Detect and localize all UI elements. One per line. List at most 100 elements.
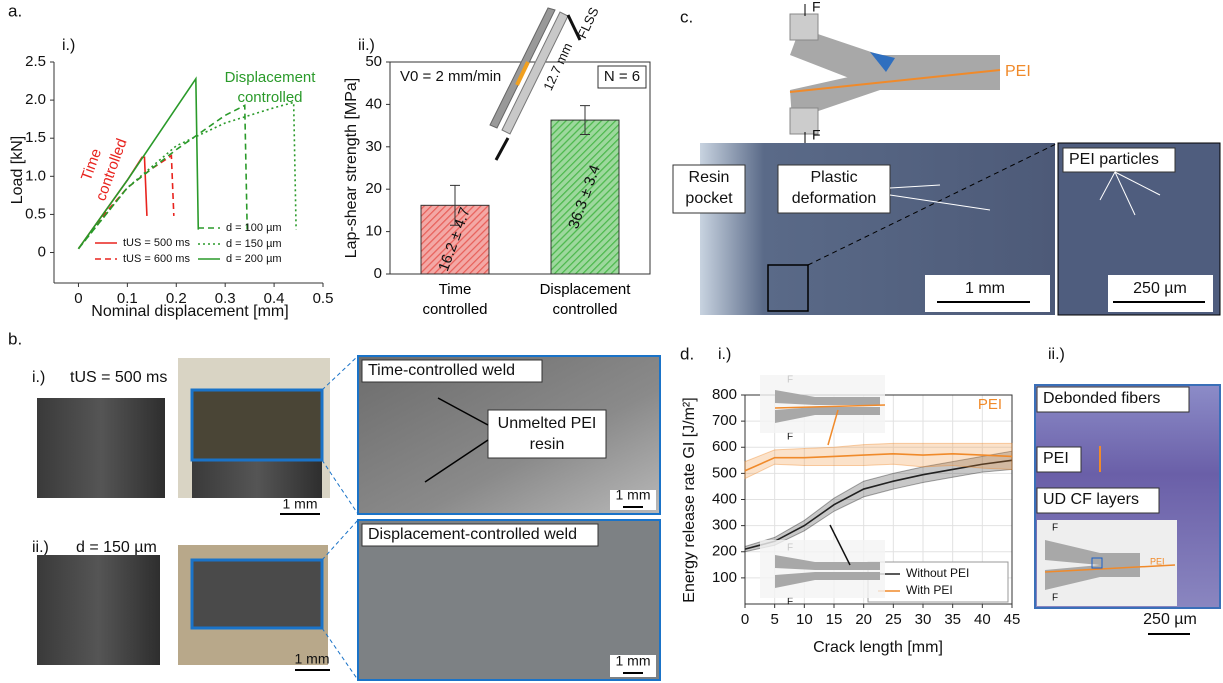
chart-title: ii.)	[358, 37, 375, 54]
legend-label: d = 100 µm	[226, 222, 282, 234]
callout: pocket	[685, 190, 733, 207]
x-tick-label: 0	[74, 290, 82, 307]
callout: resin	[530, 436, 565, 453]
x-tick-label: 25	[885, 611, 902, 628]
y-tick-label: 600	[712, 438, 737, 455]
annotation: PEI	[978, 396, 1002, 413]
callout: Debonded fibers	[1043, 390, 1160, 407]
scale-label: 250 µm	[1143, 611, 1197, 628]
scale-label: 1 mm	[616, 653, 651, 669]
y-tick-label: 0.5	[25, 205, 46, 222]
y-tick-label: 20	[365, 180, 382, 197]
y-tick-label: 700	[712, 412, 737, 429]
fracture-surface	[192, 390, 322, 460]
scale-label: 1 mm	[965, 280, 1005, 297]
annotation: Displacement	[225, 69, 317, 86]
y-tick-label: 2.0	[25, 91, 46, 108]
sub-label: ii.)	[1048, 346, 1065, 363]
force-label: F	[1052, 593, 1058, 604]
annotation: FLSS	[574, 5, 601, 41]
scale-label: 1 mm	[616, 487, 651, 503]
condition: tUS = 500 ms	[70, 369, 167, 386]
legend-label: tUS = 500 ms	[123, 237, 190, 249]
y-tick-label: 300	[712, 517, 737, 534]
legend-label: d = 200 µm	[226, 253, 282, 265]
callout: Plastic	[810, 169, 857, 186]
y-tick-label: 800	[712, 386, 737, 403]
x-tick-label: 45	[1004, 611, 1021, 628]
callout: UD CF layers	[1043, 491, 1139, 508]
force-label: F	[1052, 523, 1058, 534]
y-tick-label: 2.5	[25, 53, 46, 70]
y-tick-label: 10	[365, 223, 382, 240]
x-tick-label: Displacement controlled	[530, 280, 640, 320]
y-tick-label: 400	[712, 490, 737, 507]
specimen-image	[37, 555, 160, 665]
category-label-box: Displacement controlled	[515, 280, 655, 328]
force-label: F	[812, 127, 821, 143]
chart-title: i.)	[62, 37, 75, 54]
pei-label: PEI	[1005, 63, 1031, 80]
figure: a. b. c. d. i.) tUS = 500 ms 1 mm Time-c…	[0, 0, 1223, 683]
annotation: F	[787, 432, 793, 443]
y-axis-label: Lap-shear strength [MPa]	[343, 78, 360, 259]
x-tick-label: Time controlled	[420, 280, 490, 320]
panel-letter: d.	[680, 344, 694, 363]
sub-label: ii.)	[32, 539, 49, 556]
scale-label: 1 mm	[283, 496, 318, 512]
annotation: V0 = 2 mm/min	[400, 68, 501, 85]
x-tick-label: 10	[796, 611, 813, 628]
y-tick-label: 1.5	[25, 129, 46, 146]
x-axis-label: Crack length [mm]	[813, 639, 943, 656]
x-tick-label: 0	[741, 611, 749, 628]
y-tick-label: 50	[365, 53, 382, 70]
y-tick-label: 1.0	[25, 167, 46, 184]
y-tick-label: 0	[38, 243, 46, 260]
zoom-title: Displacement-controlled weld	[368, 526, 577, 543]
specimen-image	[37, 398, 165, 498]
callout: PEI particles	[1069, 151, 1159, 168]
schematic-grip	[790, 14, 818, 40]
sub-label: i.)	[32, 369, 45, 386]
x-tick-label: 5	[770, 611, 778, 628]
x-tick-label: 40	[974, 611, 991, 628]
callout: Resin	[689, 169, 730, 186]
panel-letter: c.	[680, 7, 693, 26]
x-tick-label: 15	[826, 611, 843, 628]
callout: deformation	[792, 190, 877, 207]
inset-label: PEI	[1150, 556, 1165, 566]
scale-label: 250 µm	[1133, 280, 1187, 297]
force-label: F	[812, 0, 821, 15]
callout: PEI	[1043, 450, 1069, 467]
y-tick-label: 200	[712, 543, 737, 560]
x-tick-label: 0.5	[313, 290, 334, 307]
category-label-box: Time controlled	[385, 280, 525, 328]
schematic-adherend	[790, 70, 1000, 120]
fracture-surface	[192, 560, 322, 628]
y-tick-label: 30	[365, 138, 382, 155]
page: a. b. c. d. i.) tUS = 500 ms 1 mm Time-c…	[0, 0, 1223, 683]
x-tick-label: 35	[944, 611, 961, 628]
y-tick-label: 40	[365, 95, 382, 112]
legend-label: With PEI	[906, 583, 953, 597]
y-tick-label: 100	[712, 569, 737, 586]
panel-letter: a.	[8, 1, 22, 20]
legend-label: tUS = 600 ms	[123, 253, 190, 265]
zoom-link	[322, 520, 358, 560]
x-tick-label: 20	[855, 611, 872, 628]
y-tick-label: 500	[712, 464, 737, 481]
chart-title: i.)	[718, 346, 731, 363]
x-axis-label: Nominal displacement [mm]	[91, 303, 288, 320]
panel-letter: b.	[8, 329, 22, 348]
legend-label: Without PEI	[906, 566, 969, 580]
y-axis-label: Energy release rate GI [J/m²]	[681, 397, 698, 602]
y-tick-label: 0	[374, 265, 382, 282]
scale-label: 1 mm	[295, 651, 330, 667]
condition: d = 150 µm	[76, 539, 157, 556]
legend-label: d = 150 µm	[226, 238, 282, 250]
zoom-title: Time-controlled weld	[368, 362, 515, 379]
x-tick-label: 30	[915, 611, 932, 628]
y-axis-label: Load [kN]	[9, 136, 26, 204]
specimen-image	[192, 460, 322, 498]
annotation: F	[787, 597, 793, 608]
